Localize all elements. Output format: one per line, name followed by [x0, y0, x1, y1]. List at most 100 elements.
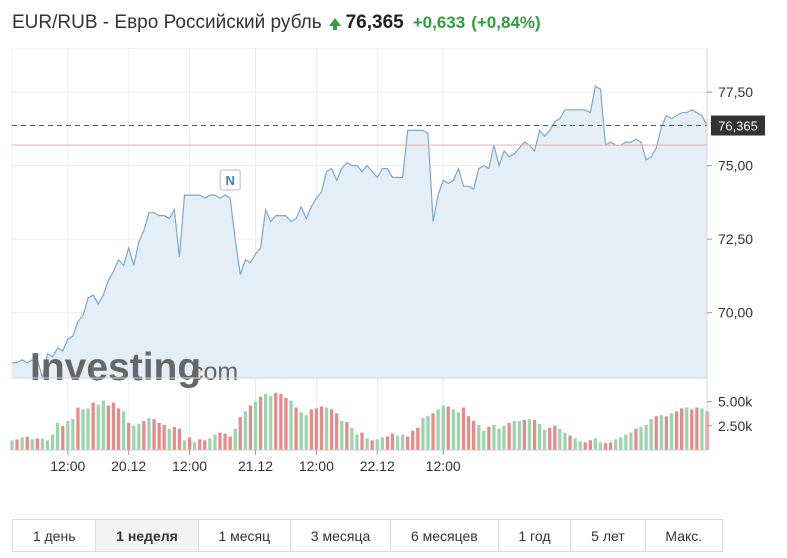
watermark-brand: Investing: [30, 346, 201, 389]
volume-bar: [593, 438, 597, 450]
volume-bar: [629, 432, 633, 450]
volume-bar: [466, 416, 471, 450]
period-button[interactable]: Макс.: [645, 520, 722, 551]
volume-bar: [61, 425, 65, 450]
volume-bar: [664, 416, 669, 450]
volume-bar: [522, 420, 526, 450]
volume-bar: [238, 417, 242, 450]
period-button[interactable]: 1 день: [13, 520, 97, 551]
price-change-percent: (+0,84%): [471, 13, 541, 32]
volume-bar: [172, 426, 176, 450]
volume-bar: [319, 406, 324, 450]
volume-bar: [269, 395, 273, 450]
volume-bar: [299, 412, 303, 450]
volume-bar: [324, 407, 329, 450]
volume-bar: [213, 434, 217, 450]
volume-bar: [700, 408, 704, 450]
volume-bar: [101, 400, 105, 450]
volume-bar: [111, 402, 116, 450]
volume-bar: [284, 397, 288, 450]
period-button[interactable]: 1 год: [498, 520, 572, 551]
volume-bar: [380, 437, 384, 450]
up-arrow-icon: [328, 18, 341, 30]
volume-bar: [685, 407, 689, 450]
volume-bar: [127, 422, 131, 450]
volume-bar: [537, 423, 542, 450]
volume-bar: [375, 439, 379, 450]
volume-bar: [86, 408, 90, 450]
period-button[interactable]: 6 месяцев: [391, 520, 499, 551]
volume-bar: [253, 401, 258, 450]
volume-bar: [76, 407, 80, 450]
volume-bar: [416, 427, 420, 450]
volume-bar: [669, 413, 674, 450]
volume-tick-label: 5.00k: [718, 394, 753, 410]
volume-bar: [20, 437, 24, 450]
volume-bar: [401, 434, 405, 450]
time-tick-label: 12:00: [50, 458, 85, 474]
volume-bar: [182, 440, 187, 450]
price-tick-label: 77,50: [718, 84, 753, 100]
volume-bar: [152, 419, 156, 450]
period-button[interactable]: 1 неделя: [96, 520, 199, 551]
volume-bar: [264, 393, 268, 450]
volume-bar: [426, 416, 430, 450]
volume-bar: [674, 411, 679, 450]
volume-bar: [345, 422, 349, 450]
volume-bar: [654, 416, 658, 450]
volume-bar: [624, 434, 628, 450]
price-area-fill: [12, 86, 707, 378]
volume-bar: [137, 423, 141, 450]
volume-bar: [461, 407, 466, 450]
volume-bar: [10, 440, 14, 450]
volume-bar: [680, 408, 684, 450]
period-button[interactable]: 1 месяц: [198, 520, 291, 551]
period-button[interactable]: 3 месяца: [290, 520, 392, 551]
volume-bar: [35, 438, 39, 450]
volume-bar: [451, 409, 455, 450]
volume-bar: [370, 440, 374, 450]
volume-bar: [558, 428, 562, 450]
volume-bar: [548, 427, 552, 450]
volume-bar: [116, 408, 121, 450]
price-chart[interactable]: 76,365 Investing .com N 70,00 72,50 75,00 7…: [0, 48, 787, 480]
volume-bar: [30, 439, 34, 450]
chart-header: EUR/RUB - Евро Российский рубль 76,365 +…: [12, 10, 547, 36]
watermark-suffix: .com: [184, 358, 238, 386]
volume-bar: [56, 422, 60, 450]
volume-bar: [487, 426, 491, 450]
last-price-tag-label: 76,365: [718, 119, 758, 134]
volume-bar: [289, 400, 293, 450]
volume-bar: [294, 407, 298, 450]
volume-bar: [492, 424, 496, 450]
volume-bar: [15, 439, 19, 450]
volume-bar: [431, 413, 435, 450]
volume-bar: [208, 438, 212, 450]
volume-bar: [527, 419, 532, 450]
volume-bar: [203, 440, 207, 450]
volume-bar: [106, 405, 110, 450]
volume-bar: [497, 428, 501, 450]
volume-bar: [187, 437, 192, 450]
volume-bar: [304, 415, 308, 450]
volume-bar: [649, 419, 653, 450]
last-price-tag: [711, 115, 765, 136]
investing-watermark: Investing .com: [30, 346, 238, 389]
volume-bar: [421, 418, 425, 450]
volume-bar: [563, 432, 567, 450]
period-button[interactable]: 5 лет: [571, 520, 646, 551]
volume-bar: [583, 442, 587, 450]
volume-bar: [340, 421, 344, 450]
news-marker: [219, 169, 241, 191]
volume-bar: [355, 434, 359, 450]
volume-bar: [436, 409, 440, 450]
volume-bar: [472, 421, 476, 450]
volume-bar: [609, 442, 613, 450]
volume-bar: [274, 393, 278, 450]
volume-bar: [314, 408, 318, 450]
volume-bar: [177, 428, 182, 450]
volume-bar: [659, 415, 663, 450]
volume-bar: [335, 413, 339, 450]
volume-bar: [40, 438, 45, 450]
time-tick-label: 22.12: [360, 458, 395, 474]
